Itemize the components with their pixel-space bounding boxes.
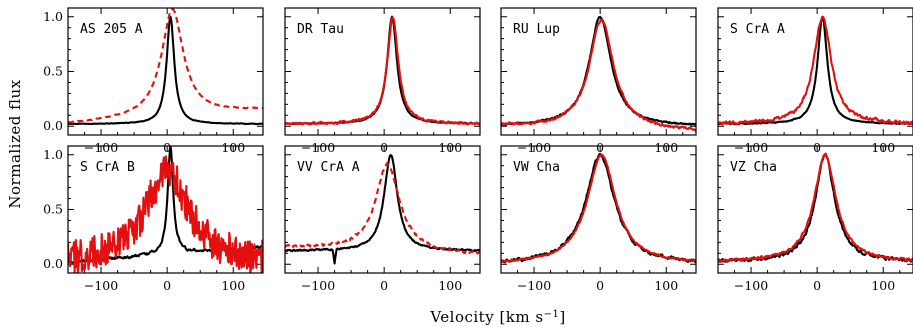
panel-frame [500,7,697,136]
x-tick-label: 0 [813,278,821,293]
panel-title: S CrA B [80,160,135,175]
model-line [501,153,696,263]
model-line [68,8,263,124]
model-line [285,16,480,126]
panel-frame [284,145,481,274]
x-tick-label: 100 [654,278,678,293]
x-axis-label-sup: −1 [544,309,560,320]
x-tick-label: 100 [871,278,895,293]
panel-frame [717,7,913,136]
model-line [285,162,480,256]
x-tick-label: −100 [301,278,335,293]
x-tick-label: 100 [438,278,462,293]
observed-line [68,15,263,126]
y-tick-label: 0.5 [43,202,63,217]
model-line [501,18,696,132]
x-tick-label: −100 [734,278,768,293]
panel-title: RU Lup [513,22,560,37]
panel-8: −100 0 100 VZ Cha [717,145,913,293]
panel-title: VZ Cha [730,160,777,175]
y-tick-label: 0.0 [43,118,63,133]
series-group [68,146,263,273]
panel-title: VV CrA A [297,160,360,175]
panel-5: −100 0 100 0.0 0.5 1.0 S CrA B [43,145,264,293]
series-group [285,154,480,265]
series-group [285,15,480,126]
y-tick-label: 1.0 [43,147,63,162]
panel-frame [67,145,264,274]
y-axis-label: Normalized flux [6,79,24,208]
model-line [718,15,913,126]
panel-6: −100 0 100 VV CrA A [284,145,481,293]
observed-line [285,154,480,265]
panel-frame [717,145,913,274]
observed-line [718,16,913,126]
y-tick-label: 1.0 [43,9,63,24]
x-tick-label: −100 [84,278,118,293]
panel-title: DR Tau [297,22,344,37]
y-tick-label: 0.5 [43,64,63,79]
model-line [68,155,263,273]
panel-title: VW Cha [513,160,560,175]
series-group [68,8,263,126]
panel-2: −1000100DR Tau [284,7,481,155]
series-group [718,152,913,263]
panel-title: AS 205 A [80,22,143,37]
x-axis-label-end: ] [559,308,565,326]
series-group [718,15,913,126]
y-tick-label: 0.0 [43,256,63,271]
model-line [718,152,913,263]
x-tick-label: −100 [517,278,551,293]
panel-frame [284,7,481,136]
panel-title: S CrA A [730,22,785,37]
series-group [501,15,696,132]
x-tick-label: 0 [163,278,171,293]
x-tick-label: 0 [596,278,604,293]
panel-frame [500,145,697,274]
x-tick-label: 0 [380,278,388,293]
panel-4: −1000100S CrA A [717,7,913,155]
x-tick-label: 100 [221,278,245,293]
series-group [501,152,696,264]
x-axis-label-main: Velocity [km s [429,308,543,326]
panel-frame [67,7,264,136]
panel-3: −1000100RU Lup [500,7,697,155]
panel-7: −100 0 100 VW Cha [500,145,697,293]
x-axis-label: Velocity [km s−1] [429,308,565,326]
